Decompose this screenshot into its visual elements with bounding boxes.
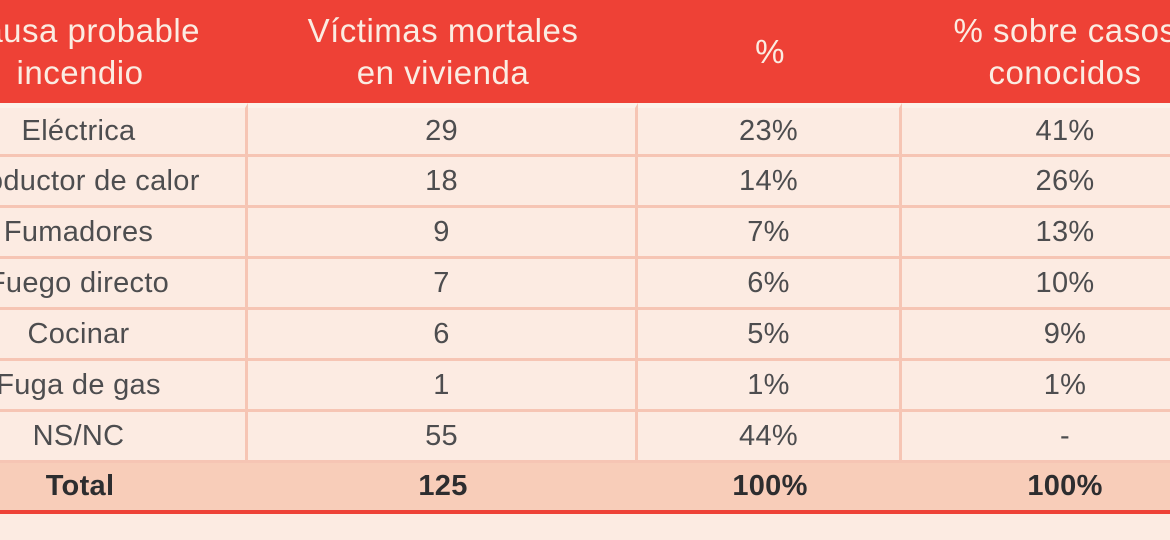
cell-cause: NS/NC: [0, 409, 248, 460]
cell-cause: Eléctrica: [0, 103, 248, 154]
table-row-productor-de-calor: Productor de calor 18 14% 26%: [0, 154, 1170, 205]
cell-victims: 9: [248, 205, 638, 256]
cell-victims: 7: [248, 256, 638, 307]
bottom-red-strip: [0, 510, 1170, 514]
cell-pct: 23%: [638, 103, 902, 154]
table-row-total: Total 125 100% 100%: [0, 460, 1170, 510]
column-header-victims: Víctimas mortales en vivienda: [248, 0, 638, 103]
cell-cause: Fuego directo: [0, 256, 248, 307]
table-header: Causa probable incendio Víctimas mortale…: [0, 0, 1170, 103]
header-line: %: [755, 32, 785, 70]
table-row-nsnc: NS/NC 55 44% -: [0, 409, 1170, 460]
column-header-percent: %: [638, 0, 902, 103]
table-row-cocinar: Cocinar 6 5% 9%: [0, 307, 1170, 358]
cell-victims: 55: [248, 409, 638, 460]
table-sheet: Causa probable incendio Víctimas mortale…: [0, 0, 1170, 514]
column-header-percent-known: % sobre casos conocidos: [902, 0, 1170, 103]
cell-pct-known: 10%: [902, 256, 1170, 307]
header-line: incendio: [16, 53, 144, 91]
cell-cause: Cocinar: [0, 307, 248, 358]
cell-pct-known: 9%: [902, 307, 1170, 358]
header-line: % sobre casos: [953, 11, 1170, 49]
table-row-electrica: Eléctrica 29 23% 41%: [0, 103, 1170, 154]
cell-total-victims: 125: [248, 460, 638, 510]
cell-victims: 6: [248, 307, 638, 358]
header-line: conocidos: [988, 53, 1142, 91]
cell-total-label: Total: [0, 460, 248, 510]
cell-pct-known: 41%: [902, 103, 1170, 154]
cell-cause: Productor de calor: [0, 154, 248, 205]
cell-cause: Fuga de gas: [0, 358, 248, 409]
header-line: en vivienda: [356, 53, 530, 91]
table-row-fuga-de-gas: Fuga de gas 1 1% 1%: [0, 358, 1170, 409]
table-body: Eléctrica 29 23% 41% Productor de calor …: [0, 103, 1170, 510]
cell-total-pct: 100%: [638, 460, 902, 510]
cell-total-pct-known: 100%: [902, 460, 1170, 510]
header-row: Causa probable incendio Víctimas mortale…: [0, 0, 1170, 103]
cell-pct: 7%: [638, 205, 902, 256]
cell-victims: 1: [248, 358, 638, 409]
cell-pct-known: 13%: [902, 205, 1170, 256]
header-line: Causa probable: [0, 11, 200, 49]
cell-pct: 1%: [638, 358, 902, 409]
cell-pct: 44%: [638, 409, 902, 460]
header-line: Víctimas mortales: [307, 11, 579, 49]
cell-pct: 6%: [638, 256, 902, 307]
table-row-fuego-directo: Fuego directo 7 6% 10%: [0, 256, 1170, 307]
table-row-fumadores: Fumadores 9 7% 13%: [0, 205, 1170, 256]
column-header-cause: Causa probable incendio: [0, 0, 248, 103]
fire-causes-table: Causa probable incendio Víctimas mortale…: [0, 0, 1170, 510]
cell-pct: 14%: [638, 154, 902, 205]
cell-pct-known: -: [902, 409, 1170, 460]
cell-pct-known: 1%: [902, 358, 1170, 409]
cell-cause: Fumadores: [0, 205, 248, 256]
cell-pct: 5%: [638, 307, 902, 358]
cell-victims: 18: [248, 154, 638, 205]
cell-victims: 29: [248, 103, 638, 154]
cell-pct-known: 26%: [902, 154, 1170, 205]
